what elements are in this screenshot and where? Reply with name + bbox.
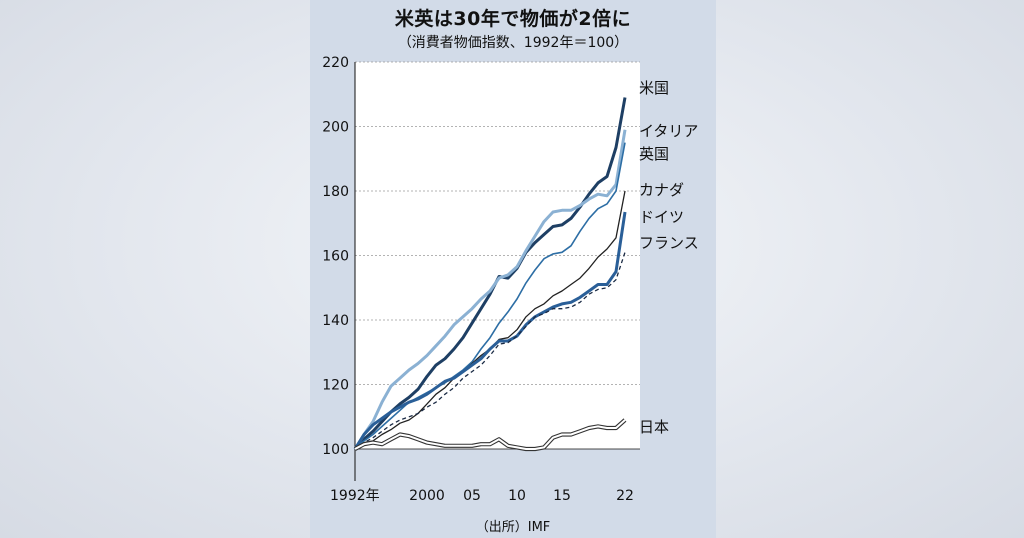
x-tick-label: 15	[553, 488, 571, 504]
chart-subtitle: （消費者物価指数、1992年＝100）	[397, 35, 629, 51]
series-label: イタリア	[639, 122, 698, 140]
series-line	[354, 252, 626, 450]
series-label: カナダ	[639, 181, 684, 199]
x-tick-label: 05	[463, 488, 481, 504]
y-tick-label: 200	[322, 120, 349, 136]
series-line	[354, 142, 626, 450]
chart-title: 米英は30年で物価が2倍に	[394, 8, 632, 30]
series-label: 米国	[639, 79, 669, 97]
chart-source: （出所）IMF	[475, 520, 551, 535]
y-tick-label: 160	[322, 249, 349, 265]
y-tick-label: 120	[322, 378, 349, 394]
y-tick-label: 100	[322, 442, 349, 458]
plot-area	[355, 62, 640, 449]
y-tick-label: 140	[322, 313, 349, 329]
line-chart: 100 120 140 160 180 200 220 1992年 2000 05 10 15 22 米国…	[322, 55, 699, 504]
series-label: フランス	[639, 234, 699, 252]
y-tick-label: 220	[322, 55, 349, 71]
chart-panel: 米英は30年で物価が2倍に （消費者物価指数、1992年＝100） 100 120…	[310, 0, 716, 538]
series-label: 日本	[639, 418, 669, 436]
series-line	[353, 211, 627, 450]
y-tick-label: 180	[322, 184, 349, 200]
series-line	[354, 419, 626, 450]
x-tick-label: 1992年	[330, 488, 380, 504]
x-tick-label: 22	[616, 488, 634, 504]
x-tick-label: 10	[508, 488, 526, 504]
x-tick-label: 2000	[409, 488, 445, 504]
series-label: 英国	[639, 145, 669, 163]
series-label: ドイツ	[639, 208, 684, 226]
series-line	[353, 129, 627, 450]
